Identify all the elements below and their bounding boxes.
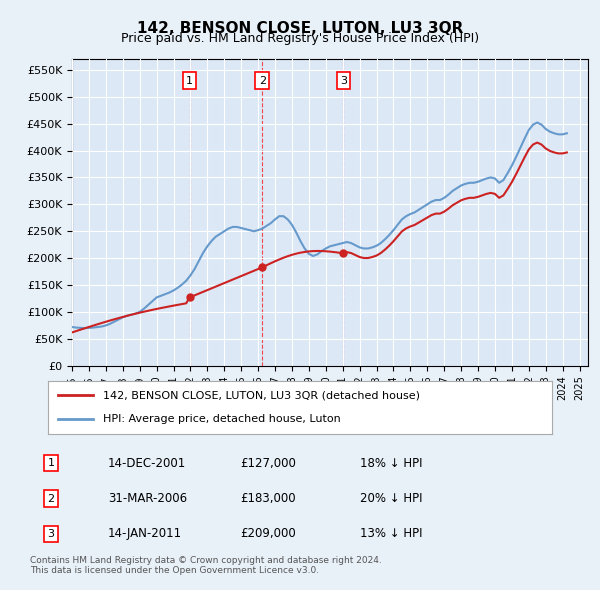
- Text: 14-DEC-2001: 14-DEC-2001: [108, 457, 186, 470]
- Text: HPI: Average price, detached house, Luton: HPI: Average price, detached house, Luto…: [103, 414, 341, 424]
- Text: 2: 2: [259, 76, 266, 86]
- Text: 1: 1: [186, 76, 193, 86]
- Text: Price paid vs. HM Land Registry's House Price Index (HPI): Price paid vs. HM Land Registry's House …: [121, 32, 479, 45]
- Text: 18% ↓ HPI: 18% ↓ HPI: [360, 457, 422, 470]
- Text: 142, BENSON CLOSE, LUTON, LU3 3QR (detached house): 142, BENSON CLOSE, LUTON, LU3 3QR (detac…: [103, 391, 421, 401]
- Text: 13% ↓ HPI: 13% ↓ HPI: [360, 527, 422, 540]
- Text: £209,000: £209,000: [240, 527, 296, 540]
- Text: 20% ↓ HPI: 20% ↓ HPI: [360, 492, 422, 505]
- Text: £183,000: £183,000: [240, 492, 296, 505]
- Text: 2: 2: [47, 494, 55, 503]
- Text: 142, BENSON CLOSE, LUTON, LU3 3QR: 142, BENSON CLOSE, LUTON, LU3 3QR: [137, 21, 463, 35]
- Text: Contains HM Land Registry data © Crown copyright and database right 2024.
This d: Contains HM Land Registry data © Crown c…: [30, 556, 382, 575]
- Text: 31-MAR-2006: 31-MAR-2006: [108, 492, 187, 505]
- Text: 14-JAN-2011: 14-JAN-2011: [108, 527, 182, 540]
- Text: 3: 3: [340, 76, 347, 86]
- Text: £127,000: £127,000: [240, 457, 296, 470]
- Text: 1: 1: [47, 458, 55, 468]
- Text: 3: 3: [47, 529, 55, 539]
